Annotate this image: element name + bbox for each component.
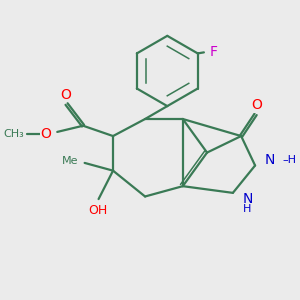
Text: N: N: [264, 153, 275, 167]
Text: H: H: [243, 204, 251, 214]
Text: O: O: [60, 88, 71, 102]
Text: O: O: [251, 98, 262, 112]
Text: OH: OH: [88, 204, 107, 217]
Text: CH₃: CH₃: [4, 129, 24, 139]
Text: N: N: [242, 192, 253, 206]
Text: F: F: [209, 45, 217, 59]
Text: Me: Me: [62, 156, 78, 166]
Text: O: O: [40, 127, 51, 141]
Text: –H: –H: [282, 155, 296, 165]
